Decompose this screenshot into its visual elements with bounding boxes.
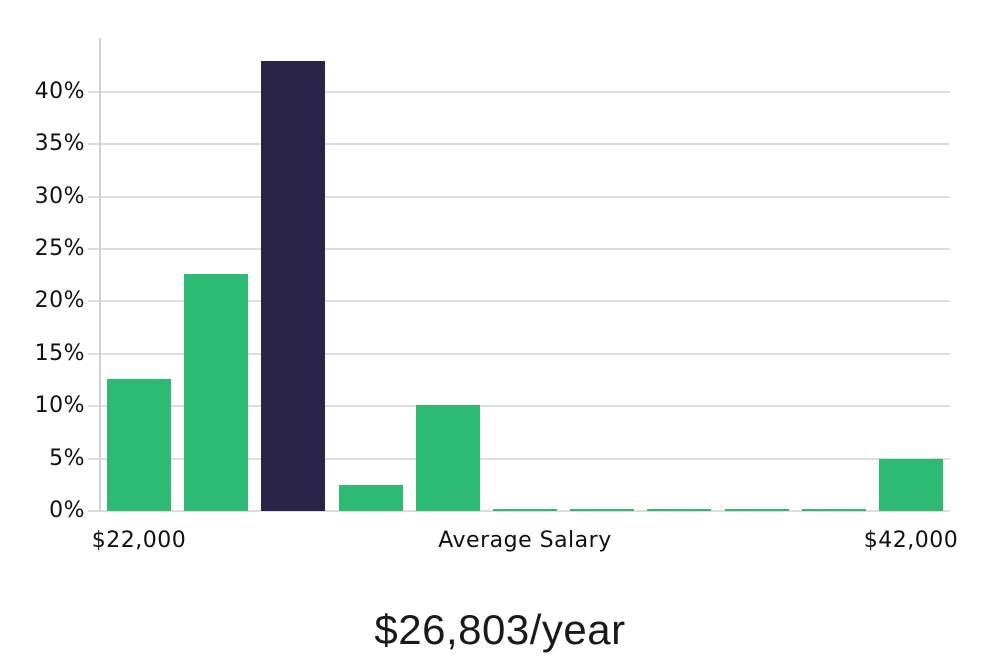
y-tick-label: 5% bbox=[49, 445, 85, 471]
x-tick-label: $42,000 bbox=[863, 528, 959, 553]
bar-highlighted bbox=[261, 61, 326, 511]
y-gridline bbox=[88, 510, 950, 512]
y-tick-label: 10% bbox=[34, 393, 85, 419]
y-gridline bbox=[88, 300, 950, 303]
y-tick-label: 15% bbox=[34, 340, 85, 366]
y-gridline bbox=[88, 457, 950, 460]
bar bbox=[415, 405, 480, 511]
bar bbox=[338, 484, 403, 511]
bar bbox=[184, 274, 249, 511]
bar bbox=[570, 509, 635, 511]
x-tick-label: $22,000 bbox=[91, 528, 187, 553]
y-tick-label: 35% bbox=[34, 131, 85, 157]
bar bbox=[493, 509, 557, 511]
y-tick-label: 20% bbox=[34, 288, 85, 314]
y-tick-label: 0% bbox=[49, 498, 85, 523]
bar bbox=[801, 509, 866, 511]
y-tick-label: 25% bbox=[34, 236, 85, 261]
y-tick-label: 30% bbox=[34, 183, 85, 209]
y-gridline bbox=[88, 405, 950, 408]
y-axis-spine bbox=[99, 38, 101, 511]
chart-title: $26,803/year bbox=[374, 606, 626, 653]
y-tick-label: 40% bbox=[34, 78, 85, 104]
bar bbox=[879, 458, 943, 511]
bar bbox=[724, 509, 789, 511]
bar bbox=[647, 509, 712, 511]
y-gridline bbox=[88, 248, 950, 250]
y-gridline bbox=[88, 143, 950, 146]
y-gridline bbox=[88, 90, 950, 93]
bar bbox=[107, 378, 171, 511]
x-tick-label: Average Salary bbox=[438, 528, 612, 553]
y-gridline bbox=[88, 195, 950, 198]
y-gridline bbox=[88, 352, 950, 355]
